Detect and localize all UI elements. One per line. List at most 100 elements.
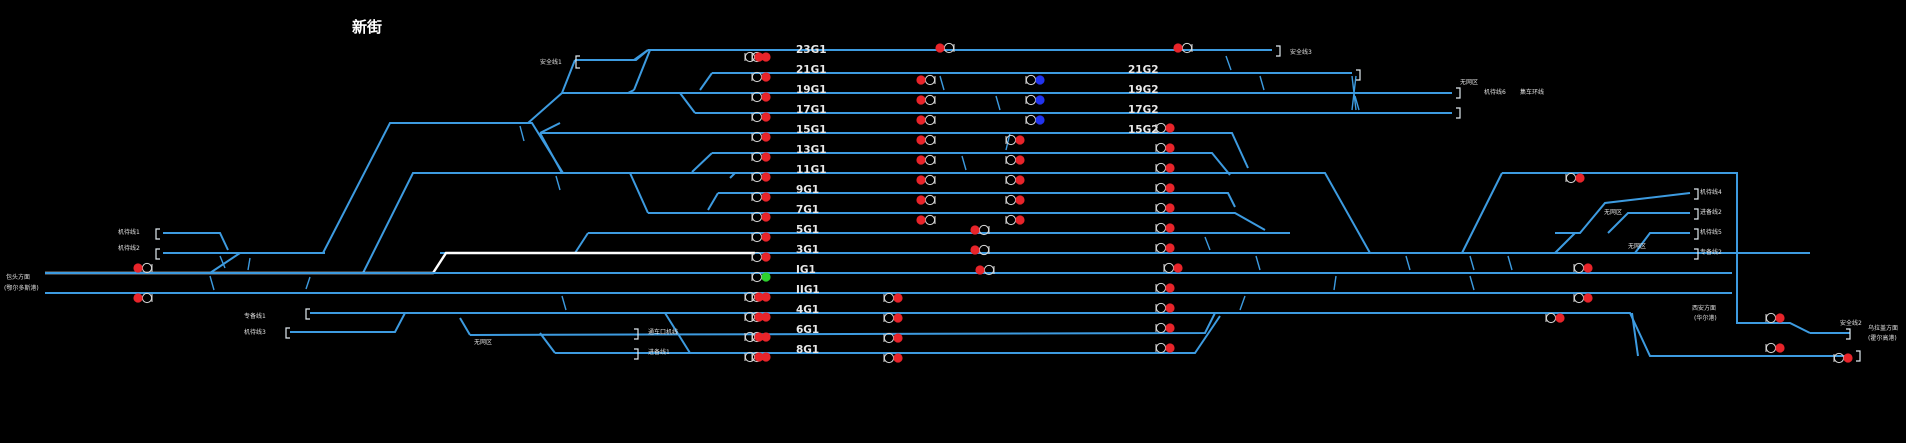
track-8G1[interactable]	[555, 315, 1221, 354]
signal-27[interactable]	[916, 174, 936, 186]
signal-34[interactable]	[1005, 154, 1025, 166]
signal-45[interactable]	[1155, 182, 1175, 194]
signal-lamp-off	[1155, 342, 1167, 354]
signal-3[interactable]	[751, 111, 771, 123]
track-13G1[interactable]	[712, 152, 1231, 176]
signal-23[interactable]	[916, 94, 936, 106]
signal-lamp-red	[761, 112, 771, 122]
line-labels: 安全线1 安全线3 无网区 机待线6 集车环线 机待线1 机待线2 包头方面 (…	[4, 48, 1898, 356]
label-4G1: 4G1	[796, 304, 819, 316]
signal-20[interactable]	[744, 51, 764, 63]
signal-49[interactable]	[1163, 262, 1183, 274]
signal-40[interactable]	[975, 264, 995, 276]
signal-65[interactable]	[1765, 342, 1785, 354]
signal-lamp-red	[761, 352, 771, 362]
signal-lamp-red	[1165, 163, 1175, 173]
signal-62[interactable]	[1573, 292, 1593, 304]
label-safety3: 安全线3	[1290, 48, 1312, 56]
signal-5[interactable]	[751, 151, 771, 163]
signal-lamp-red	[893, 333, 903, 343]
signal-48[interactable]	[1155, 242, 1175, 254]
signal-43[interactable]	[1155, 142, 1175, 154]
signal-59[interactable]	[133, 292, 153, 304]
signal-28[interactable]	[916, 194, 936, 206]
signal-31[interactable]	[1025, 94, 1045, 106]
signal-2[interactable]	[751, 91, 771, 103]
signal-47[interactable]	[1155, 222, 1175, 234]
signal-30[interactable]	[1025, 74, 1045, 86]
signal-25[interactable]	[916, 134, 936, 146]
signal-63[interactable]	[1545, 312, 1565, 324]
signal-53[interactable]	[1155, 342, 1175, 354]
signal-50[interactable]	[1155, 282, 1175, 294]
track-15G1[interactable]	[540, 132, 1249, 169]
signal-60[interactable]	[1565, 172, 1585, 184]
signal-lamp-red	[916, 215, 926, 225]
track-4G1[interactable]	[310, 312, 1850, 357]
signal-lamp-off	[883, 312, 895, 324]
signal-52[interactable]	[1155, 322, 1175, 334]
signal-7[interactable]	[751, 191, 771, 203]
signal-64[interactable]	[1765, 312, 1785, 324]
signal-26[interactable]	[916, 154, 936, 166]
signal-lamp-red	[1165, 183, 1175, 193]
track-9G1[interactable]	[415, 172, 1371, 254]
signal-4[interactable]	[751, 131, 771, 143]
signal-35[interactable]	[1005, 174, 1025, 186]
signal-1[interactable]	[751, 71, 771, 83]
signal-lamp-red	[1583, 263, 1593, 273]
signal-54[interactable]	[883, 292, 903, 304]
signal-12[interactable]	[751, 291, 771, 303]
signal-57[interactable]	[883, 352, 903, 364]
signals	[133, 42, 1853, 364]
signal-21[interactable]	[935, 42, 955, 54]
signal-46[interactable]	[1155, 202, 1175, 214]
track-7G1[interactable]	[718, 192, 1236, 208]
signal-13[interactable]	[751, 311, 771, 323]
signal-17[interactable]	[744, 311, 764, 323]
signal-18[interactable]	[744, 331, 764, 343]
signal-lamp-red	[1165, 283, 1175, 293]
signal-lamp-off	[1025, 114, 1037, 126]
signal-22[interactable]	[916, 74, 936, 86]
signal-56[interactable]	[883, 332, 903, 344]
track-6G1[interactable]	[469, 312, 1216, 336]
signal-11[interactable]	[751, 271, 771, 283]
track-5G1[interactable]	[648, 212, 1266, 231]
signal-39[interactable]	[970, 244, 990, 256]
signal-10[interactable]	[751, 251, 771, 263]
signal-42[interactable]	[1155, 122, 1175, 134]
signal-33[interactable]	[1005, 134, 1025, 146]
label-wuhai-dir: 乌拉盖方面	[1868, 324, 1898, 332]
signal-36[interactable]	[1005, 194, 1025, 206]
signal-lamp-red	[975, 265, 985, 275]
signal-29[interactable]	[916, 214, 936, 226]
signal-14[interactable]	[751, 331, 771, 343]
signal-lamp-off	[1155, 182, 1167, 194]
signal-9[interactable]	[751, 231, 771, 243]
signal-51[interactable]	[1155, 302, 1175, 314]
signal-37[interactable]	[1005, 214, 1025, 226]
signal-8[interactable]	[751, 211, 771, 223]
signal-55[interactable]	[883, 312, 903, 324]
signal-41[interactable]	[1173, 42, 1193, 54]
signal-61[interactable]	[1573, 262, 1593, 274]
signal-lamp-red	[1173, 43, 1183, 53]
signal-24[interactable]	[916, 114, 936, 126]
signal-66[interactable]	[1833, 352, 1853, 364]
signal-44[interactable]	[1155, 162, 1175, 174]
signal-lamp-red	[754, 312, 764, 322]
signal-lamp-red	[916, 95, 926, 105]
signal-lamp-red	[1015, 195, 1025, 205]
signal-lamp-off	[1155, 322, 1167, 334]
signal-lamp-off	[1155, 282, 1167, 294]
signal-32[interactable]	[1025, 114, 1045, 126]
signal-58[interactable]	[133, 262, 153, 274]
label-17G1: 17G1	[796, 104, 827, 116]
signal-38[interactable]	[970, 224, 990, 236]
signal-16[interactable]	[744, 291, 764, 303]
signal-6[interactable]	[751, 171, 771, 183]
signal-lamp-red	[761, 312, 771, 322]
signal-19[interactable]	[744, 351, 764, 363]
signal-lamp-off	[924, 194, 936, 206]
